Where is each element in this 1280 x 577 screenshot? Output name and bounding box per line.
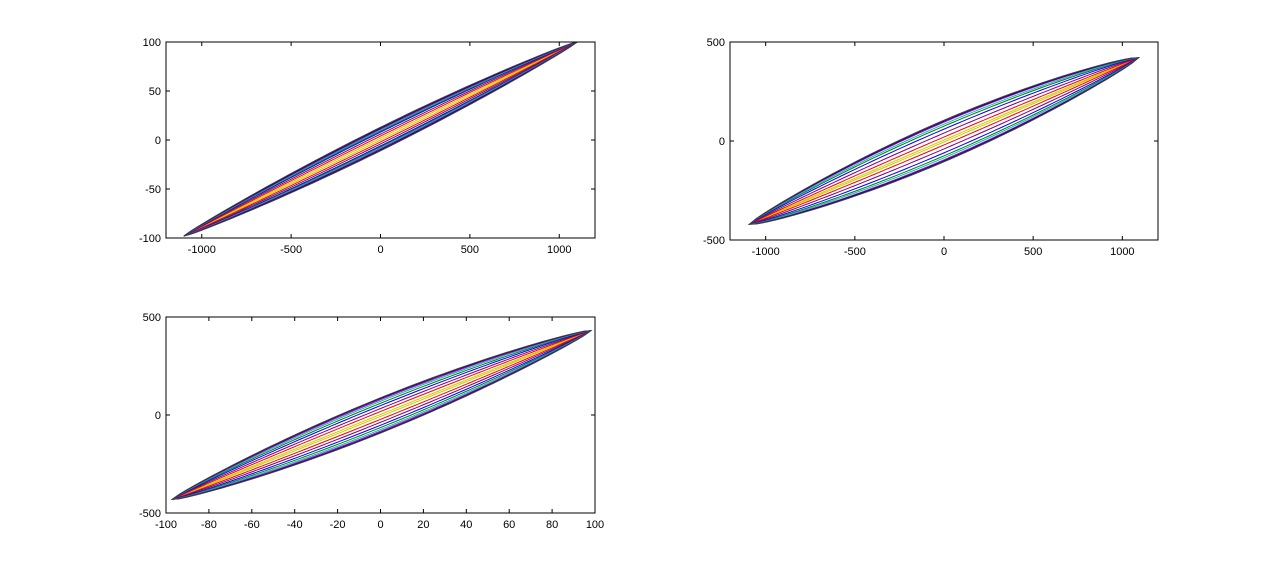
loop-series-7 [183,42,578,237]
y-tick-label: 500 [707,37,725,49]
x-tick-label: 1000 [1110,246,1134,258]
loop-series-3 [183,42,578,237]
x-tick-label: 20 [417,519,429,531]
x-tick-label: -80 [201,519,217,531]
loop-series-9 [170,330,593,500]
x-tick-label: 0 [377,244,383,256]
x-tick-label: -20 [330,519,346,531]
x-tick-label: -500 [280,244,302,256]
x-tick-label: -60 [244,519,260,531]
x-tick-label: 60 [503,519,515,531]
loop-series-8 [183,42,578,237]
y-tick-label: 100 [143,37,161,49]
x-tick-label: 40 [460,519,472,531]
x-tick-label: -40 [287,519,303,531]
y-tick-label: -50 [145,184,161,196]
loop-series-group [747,57,1141,225]
x-tick-label: 100 [586,519,604,531]
subplot-top-right: -1000 -500 0 500 1000 -500 0 500 [703,37,1159,258]
x-tick-label: -1000 [188,244,216,256]
y-tick-label: 0 [155,135,161,147]
y-tick-label: 50 [149,86,161,98]
loop-series-9 [748,57,1140,225]
loop-series-9 [183,42,578,237]
y-tick-label: -100 [139,233,161,245]
y-tick-label: 0 [155,410,161,422]
loop-series-group [170,330,593,500]
y-tick-label: 500 [143,312,161,324]
y-tick-label: -500 [703,235,725,247]
loop-series-1 [183,42,578,237]
x-tick-label: 0 [377,519,383,531]
y-tick-label: 0 [719,136,725,148]
y-tick-label: -500 [139,508,161,520]
loop-series-4 [183,42,578,237]
x-tick-label: -500 [844,246,866,258]
subplot-bottom-left: -100 -80 -60 -40 -20 0 20 40 60 80 100 -500 0 500 [139,312,604,531]
x-tick-label: 0 [941,246,947,258]
x-tick-label: 80 [546,519,558,531]
x-tick-label: 500 [461,244,479,256]
x-tick-label: -100 [155,519,177,531]
x-tick-label: 500 [1024,246,1042,258]
loop-series-2 [183,42,578,237]
loop-series-5 [183,42,578,237]
loop-series-group [183,42,578,237]
loop-series-6 [183,42,578,237]
x-tick-label: -1000 [752,246,780,258]
x-tick-label: 1000 [547,244,571,256]
